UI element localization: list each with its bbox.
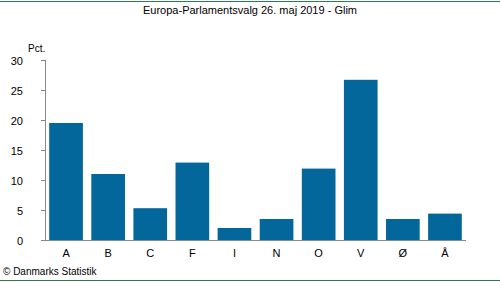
x-tick-label: A bbox=[62, 247, 70, 259]
y-tick bbox=[41, 210, 45, 211]
top-border bbox=[0, 1, 500, 2]
y-tick bbox=[41, 60, 45, 61]
x-tick-label: F bbox=[189, 247, 196, 259]
bar bbox=[218, 228, 252, 240]
bar bbox=[176, 163, 210, 240]
y-tick-label: 5 bbox=[17, 205, 23, 217]
bar bbox=[49, 123, 83, 240]
bar bbox=[344, 80, 378, 240]
y-tick bbox=[41, 180, 45, 181]
bar bbox=[133, 208, 167, 240]
x-tick-label: V bbox=[357, 247, 365, 259]
x-tick-label: I bbox=[233, 247, 236, 259]
bar bbox=[302, 169, 336, 240]
y-tick bbox=[41, 90, 45, 91]
y-axis bbox=[45, 60, 46, 240]
y-tick-label: 10 bbox=[11, 175, 23, 187]
x-tick-label: O bbox=[314, 247, 323, 259]
bar bbox=[428, 214, 462, 240]
y-tick bbox=[41, 240, 45, 241]
y-tick-label: 25 bbox=[11, 85, 23, 97]
bottom-border bbox=[0, 280, 500, 281]
x-tick-label: N bbox=[273, 247, 281, 259]
chart-svg: Europa-Parlamentsvalg 26. maj 2019 - Gli… bbox=[0, 0, 500, 282]
y-tick-label: 15 bbox=[11, 145, 23, 157]
y-tick-label: 20 bbox=[11, 115, 23, 127]
y-tick bbox=[41, 120, 45, 121]
x-tick-label: C bbox=[146, 247, 154, 259]
x-tick-label: B bbox=[104, 247, 111, 259]
bar bbox=[386, 219, 420, 240]
x-axis bbox=[45, 240, 466, 241]
bar bbox=[91, 174, 125, 240]
title: Europa-Parlamentsvalg 26. maj 2019 - Gli… bbox=[143, 4, 357, 16]
chart-container: Europa-Parlamentsvalg 26. maj 2019 - Gli… bbox=[0, 0, 500, 282]
y-tick-label: 30 bbox=[11, 55, 23, 67]
source: © Danmarks Statistik bbox=[3, 266, 98, 277]
x-tick-label: Å bbox=[441, 247, 449, 259]
bar bbox=[260, 219, 294, 240]
bars bbox=[49, 80, 462, 240]
y-tick-label: 0 bbox=[17, 235, 23, 247]
y-axis-label: Pct. bbox=[28, 43, 45, 54]
x-tick-label: Ø bbox=[399, 247, 408, 259]
y-tick bbox=[41, 150, 45, 151]
